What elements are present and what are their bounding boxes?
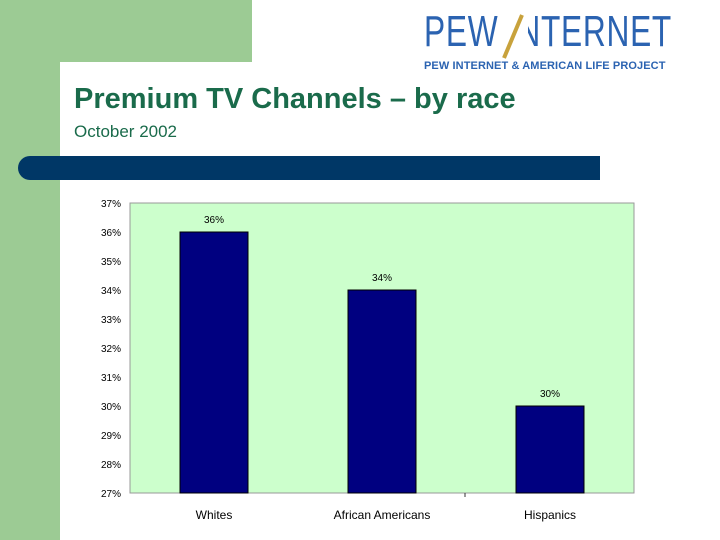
y-tick-label: 37%: [101, 199, 121, 210]
y-tick-label: 31%: [101, 373, 121, 384]
header-divider-bar: [18, 156, 600, 180]
y-tick-label: 30%: [101, 402, 121, 413]
y-axis-ticks: 37% 36% 35% 34% 33% 32% 31% 30% 29% 28% 27%: [101, 199, 121, 500]
x-category-label: African Americans: [334, 508, 431, 522]
bar-african-americans: [347, 289, 417, 494]
y-tick-label: 29%: [101, 431, 121, 442]
x-category-label: Hispanics: [524, 508, 576, 522]
data-label: 36%: [204, 215, 224, 226]
y-tick-label: 36%: [101, 228, 121, 239]
pew-internet-logo: PEW INTERNET PEW INTERNET & AMERICAN LIF…: [424, 7, 696, 76]
data-labels: 36% 34% 30%: [204, 215, 560, 400]
logo-tagline: PEW INTERNET & AMERICAN LIFE PROJECT: [424, 60, 666, 72]
x-axis-labels: Whites African Americans Hispanics: [196, 508, 576, 522]
y-tick-label: 35%: [101, 257, 121, 268]
bars: [179, 231, 585, 494]
data-label: 30%: [540, 389, 560, 400]
bar-whites: [179, 231, 249, 494]
y-tick-label: 33%: [101, 315, 121, 326]
x-category-label: Whites: [196, 508, 233, 522]
y-tick-label: 32%: [101, 344, 121, 355]
logo-slash-mark: [498, 12, 528, 60]
bar-hispanics: [515, 405, 585, 494]
data-label: 34%: [372, 273, 392, 284]
green-top-tab: [60, 0, 252, 62]
y-tick-label: 27%: [101, 489, 121, 500]
slide-title: Premium TV Channels – by race: [74, 83, 516, 115]
slide-subtitle: October 2002: [74, 122, 178, 141]
y-tick-label: 34%: [101, 286, 121, 297]
green-side-band: [0, 0, 60, 540]
y-tick-label: 28%: [101, 460, 121, 471]
